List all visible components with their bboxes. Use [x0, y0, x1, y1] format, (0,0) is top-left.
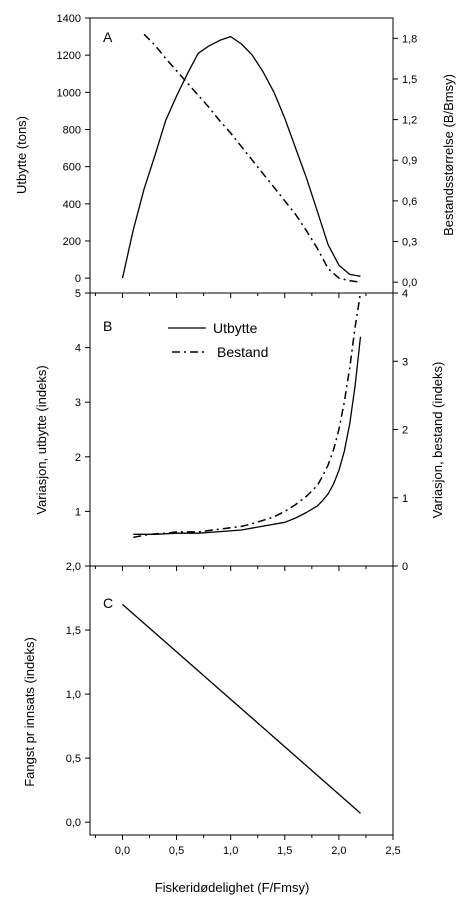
panel-c-frame	[89, 565, 394, 836]
panel-b-y2-tick-label-1: 1	[402, 493, 408, 505]
panel-a-y-tick-label-0: 0	[75, 273, 81, 285]
panel-b-y-tick-label-0: 1	[75, 506, 81, 518]
panel-a-y2-tick-label-4: 1,2	[402, 115, 417, 127]
panel-c-y-tick-label-0: 0,0	[66, 817, 81, 829]
panel-b-y-tick-label-3: 4	[75, 343, 81, 355]
panel-b-y2-axis-label: Variasjon, bestand (indeks)	[430, 362, 445, 519]
panel-c-y-tick-label-3: 1,5	[66, 625, 81, 637]
panel-b-y-axis-label: Variasjon, utbytte (indeks)	[34, 365, 49, 514]
panel-b-y-tick-label-4: 5	[75, 288, 81, 300]
panel-a-y-tick-label-7: 1400	[57, 13, 81, 25]
panel-a-frame	[89, 17, 394, 294]
panel-c: C Fangst pr innsats (indeks) Fiskeridøde…	[22, 561, 401, 895]
panel-b-y-tick-label-1: 2	[75, 452, 81, 464]
panel-c-y-tick-label-4: 2,0	[66, 561, 81, 573]
panel-c-x-tick-label-5: 2,5	[385, 845, 400, 857]
panel-a-series-utbytte-line	[121, 35, 361, 279]
panel-c-x-tick-label-0: 0,0	[115, 845, 130, 857]
legend-utbytte-label: Utbytte	[213, 320, 258, 336]
panel-b-series-bestand-line	[133, 292, 362, 539]
panel-c-y-tick-label-2: 1,0	[66, 689, 81, 701]
panel-a-y2-tick-label-5: 1,5	[402, 74, 417, 86]
panel-a-y2-tick-label-6: 1,8	[402, 33, 417, 45]
panel-a-label: A	[103, 29, 113, 45]
panel-a-y2-tick-label-1: 0,3	[402, 237, 417, 249]
panel-a-y2-tick-label-3: 0,9	[402, 155, 417, 167]
panel-b-y-tick-label-2: 3	[75, 397, 81, 409]
panel-a: A Utbytte (tons) Bestandsstørrelse (B/Bm…	[14, 13, 456, 298]
legend-bestand-label: Bestand	[217, 344, 268, 360]
panel-c-y-axis-label: Fangst pr innsats (indeks)	[22, 637, 37, 787]
panel-b-label: B	[103, 318, 112, 334]
panel-a-y-tick-label-6: 1200	[57, 50, 81, 62]
panel-b-series-utbytte-line	[133, 336, 362, 535]
panel-c-x-tick-label-1: 0,5	[169, 845, 184, 857]
panel-a-y2-tick-label-2: 0,6	[402, 196, 417, 208]
panel-c-x-axis-label: Fiskeridødelighet (F/Fmsy)	[155, 880, 310, 895]
panel-b-y2-tick-label-3: 3	[402, 356, 408, 368]
panel-c-y-tick-label-1: 0,5	[66, 753, 81, 765]
panel-b-y2-tick-label-0: 0	[402, 561, 408, 573]
panel-a-y2-tick-label-0: 0,0	[402, 277, 417, 289]
panel-a-y2-axis-label: Bestandsstørrelse (B/Bmsy)	[441, 74, 456, 236]
panel-a-y-tick-label-4: 800	[63, 124, 81, 136]
panel-b-y2-tick-label-2: 2	[402, 425, 408, 437]
panel-a-y-tick-label-5: 1000	[57, 87, 81, 99]
panel-c-x-tick-label-2: 1,0	[223, 845, 238, 857]
panel-a-y-tick-label-1: 200	[63, 236, 81, 248]
panel-b-y2-tick-label-4: 4	[402, 288, 408, 300]
panel-a-y-tick-label-2: 400	[63, 199, 81, 211]
panel-c-series-utbytte-line	[122, 603, 361, 814]
panel-a-y-tick-label-3: 600	[63, 162, 81, 174]
panel-b: B Variasjon, utbytte (indeks) Variasjon,…	[34, 288, 445, 573]
panel-c-x-tick-label-4: 2,0	[331, 845, 346, 857]
panel-c-x-tick-label-3: 1,5	[277, 845, 292, 857]
panel-a-series-bestand-line	[143, 33, 361, 283]
panel-c-label: C	[103, 595, 113, 611]
panel-a-y-axis-label: Utbytte (tons)	[14, 116, 29, 194]
